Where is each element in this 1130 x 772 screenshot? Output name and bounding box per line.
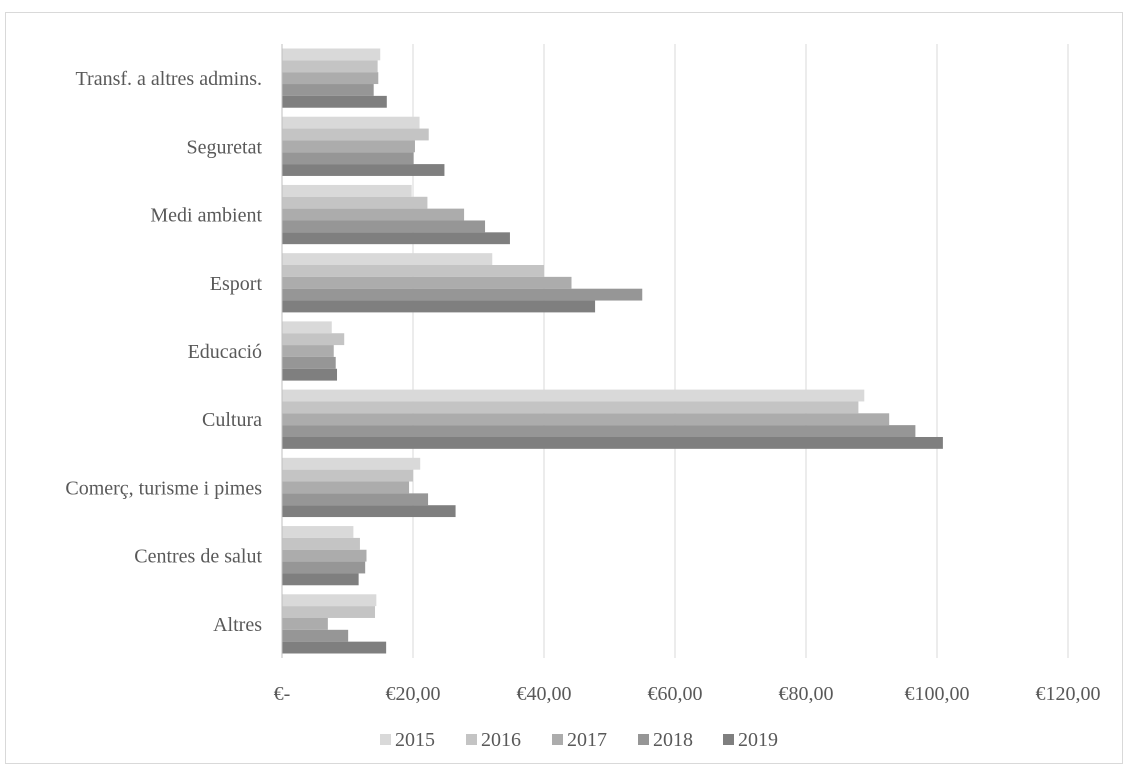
bar-2015 [282, 48, 381, 61]
category-label: Esport [210, 273, 263, 295]
x-tick-label: €120,00 [1036, 683, 1101, 705]
legend-label: 2019 [738, 729, 778, 751]
bar-2018 [282, 493, 429, 506]
legend: 2015 2016 2017 2018 2019 [380, 729, 778, 751]
bar-2019 [282, 232, 510, 245]
legend-swatch-2019 [723, 734, 734, 745]
bar-2017 [282, 413, 890, 426]
bar-2016 [282, 60, 378, 73]
bar-2017 [282, 481, 410, 494]
category-label: Cultura [202, 409, 262, 431]
x-tick-label: €80,00 [779, 683, 834, 705]
legend-swatch-2015 [380, 734, 391, 745]
category-label: Transf. a altres admins. [76, 68, 262, 90]
bar-2017 [282, 345, 334, 357]
bar-2018 [282, 84, 374, 96]
category-label: Altres [213, 614, 262, 636]
bar-2017 [282, 549, 367, 562]
bar-2016 [282, 401, 859, 414]
bar-2015 [282, 457, 421, 470]
x-tick-label: €40,00 [517, 683, 572, 705]
x-tick-label: €60,00 [648, 683, 703, 705]
bar-2016 [282, 537, 360, 550]
bar-2019 [282, 573, 359, 586]
bar-2019 [282, 368, 338, 381]
legend-swatch-2017 [552, 734, 563, 745]
gridlines [412, 44, 1069, 658]
legend-swatch-2018 [638, 734, 649, 745]
bar-2018 [282, 220, 486, 233]
category-label: Seguretat [186, 136, 262, 158]
bar-2019 [282, 95, 387, 108]
bar-2017 [282, 140, 415, 153]
bar-2019 [282, 436, 943, 449]
bar-2015 [282, 321, 332, 334]
bar-2017 [282, 208, 465, 221]
bar-2019 [282, 300, 596, 313]
bar-2016 [282, 128, 429, 141]
bar-2018 [282, 629, 349, 642]
bar-2018 [282, 425, 916, 437]
bars-group [282, 48, 943, 654]
x-tick-label: €- [274, 683, 291, 705]
bar-2018 [282, 152, 414, 165]
bar-2016 [282, 196, 428, 209]
legend-label: 2018 [653, 729, 693, 751]
bar-2018 [282, 561, 366, 574]
category-label: Medi ambient [150, 205, 262, 227]
bar-2015 [282, 526, 354, 538]
bar-2015 [282, 116, 420, 129]
bar-2015 [282, 253, 493, 266]
bar-2016 [282, 469, 413, 482]
category-label: Comerç, turisme i pimes [65, 477, 262, 499]
category-label: Educació [188, 341, 262, 363]
legend-label: 2015 [395, 729, 435, 751]
bar-2018 [282, 288, 643, 301]
legend-swatch-2016 [466, 734, 477, 745]
bar-2019 [282, 505, 456, 518]
bar-2015 [282, 184, 412, 197]
bar-2019 [282, 164, 445, 176]
legend-label: 2017 [567, 729, 607, 751]
bar-2017 [282, 72, 379, 85]
bar-2019 [282, 641, 387, 654]
bar-2017 [282, 276, 572, 289]
bar-2016 [282, 265, 544, 277]
bar-2018 [282, 356, 336, 369]
tick-labels: €- €20,00 €40,00 €60,00 €80,00 €100,00 €120,00 [274, 683, 1101, 705]
bar-2017 [282, 617, 328, 630]
bar-2016 [282, 333, 345, 346]
legend-label: 2016 [481, 729, 521, 751]
bar-2016 [282, 606, 376, 618]
category-labels: Transf. a altres admins. Seguretat Medi am… [65, 68, 262, 636]
bar-2015 [282, 594, 377, 607]
category-label: Centres de salut [134, 546, 262, 568]
x-tick-label: €100,00 [905, 683, 970, 705]
bar-2015 [282, 389, 865, 402]
x-tick-label: €20,00 [386, 683, 441, 705]
